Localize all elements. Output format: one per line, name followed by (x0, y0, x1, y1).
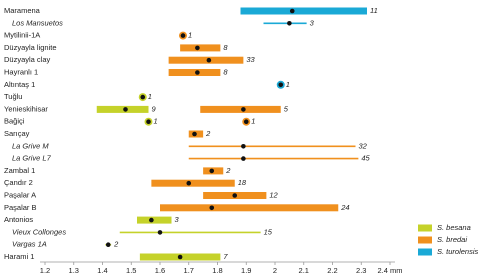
count-label: 8 (223, 43, 228, 52)
row-label: Altıntaş 1 (4, 80, 35, 89)
x-tick-label: 1.8 (212, 266, 222, 275)
count-label: 3 (310, 18, 315, 27)
count-label: 8 (223, 67, 228, 76)
range-bar (240, 7, 367, 15)
count-label: 5 (284, 104, 289, 113)
mean-dot (123, 107, 128, 112)
row-label: Mytilinii-1A (4, 31, 40, 40)
x-tick-label: 1.7 (184, 266, 194, 275)
count-label: 1 (154, 117, 158, 126)
row-label: Los Mansuetos (12, 18, 63, 27)
x-tick-label: 1.9 (241, 266, 251, 275)
row-label: Yenieskihisar (4, 104, 48, 113)
mean-dot (206, 57, 212, 63)
x-tick-label: 2.1 (299, 266, 309, 275)
row-label: Çandır 2 (4, 178, 33, 187)
count-label: 1 (286, 80, 290, 89)
row-label: Bağiçi (4, 117, 25, 126)
mean-dot (241, 156, 246, 161)
count-label: 7 (223, 252, 228, 261)
mean-dot (241, 107, 246, 112)
row-label: Zambal 1 (4, 166, 35, 175)
range-bar (151, 179, 235, 187)
count-label: 32 (359, 141, 368, 150)
mean-dot (287, 21, 292, 26)
mean-dot (209, 168, 215, 174)
range-bar (168, 69, 221, 76)
x-tick-label: 1.5 (126, 266, 136, 275)
legend-label: S. bredai (437, 235, 467, 244)
range-bar (137, 216, 172, 224)
mean-dot (177, 254, 183, 260)
mean-dot (289, 8, 295, 14)
row-label: Hayranlı 1 (4, 67, 38, 76)
legend-swatch (418, 248, 432, 256)
mean-dot (192, 131, 197, 137)
x-tick-label: 2.2 (327, 266, 337, 275)
count-label: 2 (113, 240, 119, 249)
mean-dot (140, 94, 146, 100)
mean-dot (241, 144, 246, 149)
row-label: Paşalar A (4, 190, 36, 199)
row-label: Vargas 1A (12, 240, 47, 249)
count-label: 9 (152, 104, 157, 113)
row-label: La Grive M (12, 141, 49, 150)
row-label: Vieux Collonges (12, 227, 66, 236)
x-tick-label: 2.4 mm (377, 266, 402, 275)
count-label: 15 (264, 227, 273, 236)
mean-dot (195, 45, 200, 51)
row-label: Düzyayla clay (4, 55, 51, 64)
legend-swatch (418, 236, 432, 244)
count-label: 3 (175, 215, 180, 224)
range-bar (200, 105, 281, 113)
x-tick-label: 1.4 (97, 266, 107, 275)
mean-dot (278, 82, 284, 88)
row-label: Düzyayla lignite (4, 43, 57, 52)
row-label: Paşalar B (4, 203, 37, 212)
count-label: 45 (361, 154, 370, 163)
mean-dot (195, 70, 200, 75)
legend-label: S. turolensis (437, 247, 479, 256)
mean-dot (232, 193, 238, 198)
count-label: 33 (246, 55, 255, 64)
legend-swatch (418, 224, 432, 232)
mean-dot (149, 217, 154, 223)
count-label: 1 (148, 92, 152, 101)
range-bar (96, 105, 149, 113)
count-label: 1 (251, 117, 255, 126)
row-label: Antonios (4, 215, 33, 224)
x-tick-label: 2.3 (356, 266, 366, 275)
count-label: 2 (225, 166, 231, 175)
x-tick-label: 2 (273, 266, 277, 275)
row-label: Sarıçay (4, 129, 30, 138)
mean-dot (180, 33, 186, 38)
row-label: Tuğlu (4, 92, 22, 101)
count-label: 18 (238, 178, 247, 187)
x-tick-label: 1.3 (69, 266, 79, 275)
count-label: 1 (188, 31, 192, 40)
mean-dot (186, 180, 192, 186)
count-label: 24 (340, 203, 349, 212)
x-tick-label: 1.2 (40, 266, 50, 275)
row-label: Harami 1 (4, 252, 34, 261)
mean-dot (243, 119, 249, 124)
count-label: 11 (370, 6, 378, 15)
legend-label: S. besana (437, 223, 471, 232)
count-label: 2 (205, 129, 211, 138)
range-bar (180, 44, 221, 52)
range-bar (160, 204, 339, 212)
row-label: Maramena (4, 6, 41, 15)
mean-dot (146, 119, 151, 124)
range-bar (168, 56, 244, 64)
mean-dot (157, 230, 163, 235)
row-label: La Grive L7 (12, 154, 52, 163)
mean-dot (209, 205, 215, 211)
mean-dot (105, 242, 111, 247)
x-tick-label: 1.6 (155, 266, 165, 275)
count-label: 12 (269, 190, 278, 199)
